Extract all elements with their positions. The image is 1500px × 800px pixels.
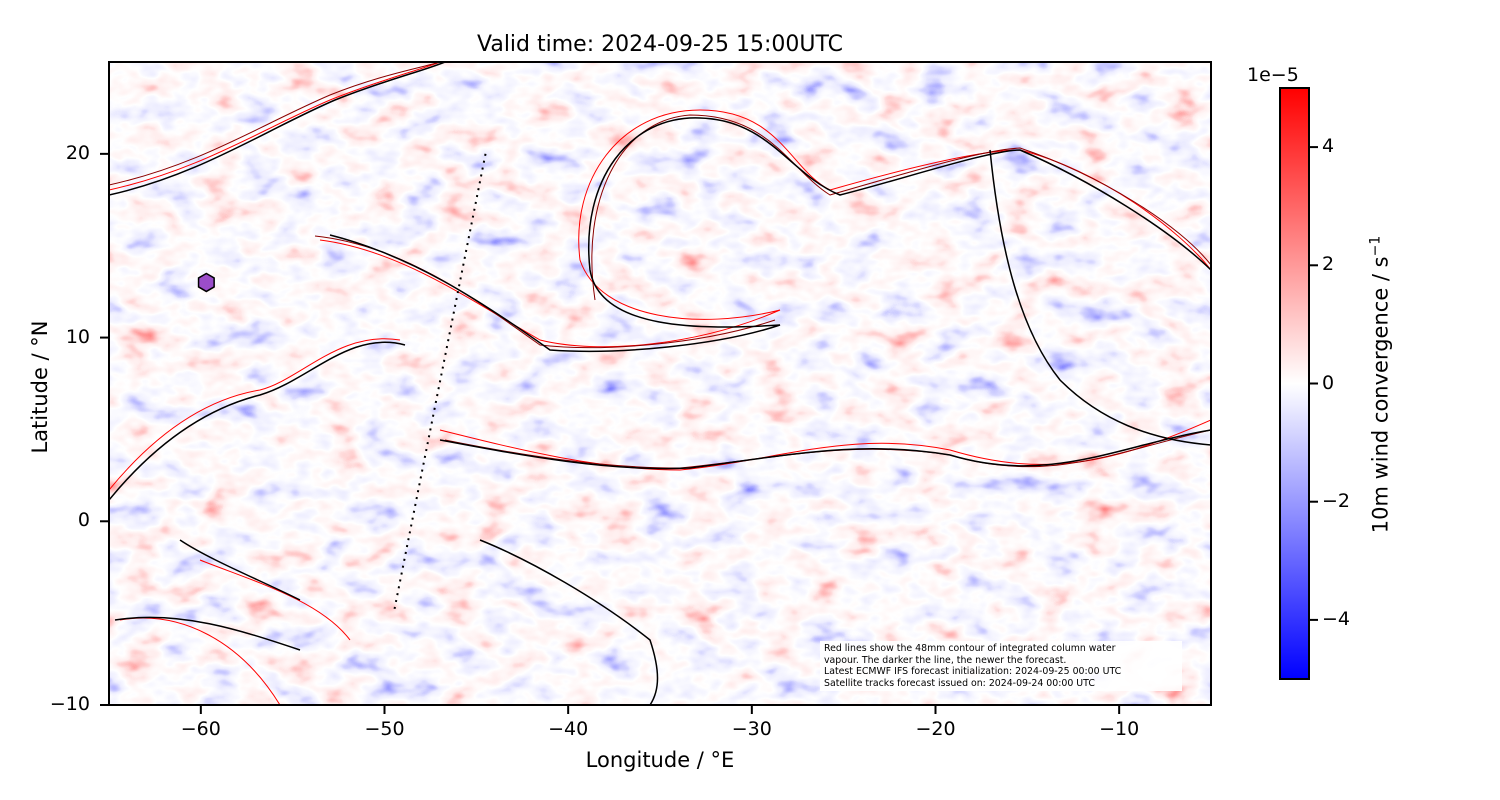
x-tick-label: −60 (180, 718, 221, 740)
convergence-field (109, 62, 1211, 705)
colorbar-label-sup: −1 (1367, 235, 1384, 257)
x-tick-label: −10 (1099, 718, 1140, 740)
colorbar-ticks (1309, 146, 1318, 621)
y-tick-label: 10 (65, 325, 90, 348)
cwv-contour-old (109, 62, 1211, 705)
y-tick-label: −10 (49, 693, 90, 715)
colorbar-tick-label: 0 (1322, 371, 1335, 394)
annotation-line: Satellite tracks forecast issued on: 202… (824, 677, 1095, 689)
x-tick-label: −30 (731, 718, 772, 740)
annotation-line: Red lines show the 48mm contour of integ… (824, 643, 1116, 654)
colorbar-tick-label: 4 (1322, 135, 1335, 158)
y-tick-label: 20 (65, 141, 90, 164)
contours (109, 62, 1211, 705)
x-tick-label: −40 (548, 718, 589, 740)
colorbar-label: 10m wind convergence / s−1 (1368, 235, 1393, 535)
y-axis-label: Latitude / °N (28, 320, 52, 454)
plot-title: Valid time: 2024-09-25 15:00UTC (477, 32, 843, 57)
axis-ticks (100, 152, 1121, 714)
ecmwf-contour-newest (109, 62, 1211, 705)
colorbar (1279, 87, 1310, 680)
plot-frame (108, 61, 1212, 706)
colorbar-tick-label: −2 (1322, 489, 1351, 512)
x-tick-label: −20 (915, 718, 956, 740)
y-tick-label: 0 (77, 509, 90, 532)
hexagon-marker (197, 272, 215, 293)
colorbar-tick-label: −4 (1322, 607, 1351, 630)
cwv-contour-mid (109, 62, 1211, 469)
x-tick-label: −50 (364, 718, 405, 740)
annotation-box: Red lines show the 48mm contour of integ… (820, 641, 1182, 691)
colorbar-tick-label: 2 (1322, 253, 1335, 276)
x-axis-label: Longitude / °E (585, 748, 735, 772)
annotation-line: Latest ECMWF IFS forecast initialization… (824, 666, 1122, 677)
colorbar-exponent: 1e−5 (1247, 64, 1299, 86)
satellite-track (392, 153, 487, 614)
annotation-line: vapour. The darker the line, the newer t… (824, 654, 1067, 666)
colorbar-label-text: 10m wind convergence / s (1368, 256, 1393, 534)
